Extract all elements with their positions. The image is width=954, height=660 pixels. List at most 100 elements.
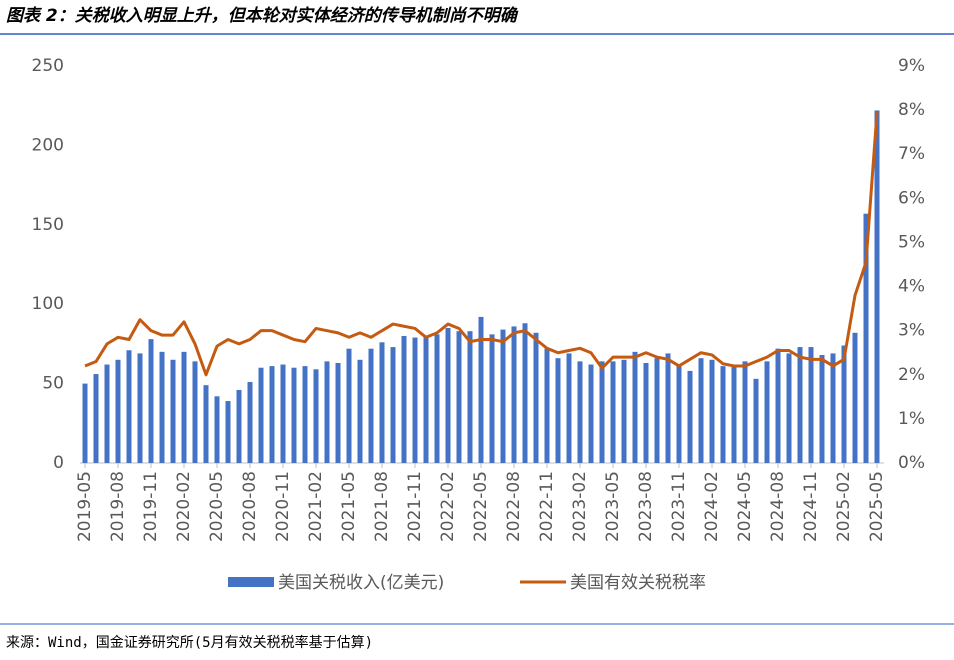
- y2-tick-label: 8%: [898, 100, 925, 120]
- bar: [676, 364, 682, 463]
- x-tick-label: 2022-11: [537, 471, 557, 542]
- bar: [291, 367, 297, 463]
- legend-label: 美国有效关税税率: [570, 573, 706, 593]
- bar: [401, 335, 407, 463]
- bar: [258, 367, 264, 463]
- bar: [786, 353, 792, 463]
- bar: [808, 347, 814, 463]
- x-tick-label: 2020-11: [273, 471, 293, 542]
- x-tick-label: 2020-02: [174, 471, 194, 542]
- x-tick-label: 2019-05: [75, 471, 95, 542]
- bar: [390, 347, 396, 463]
- bar: [830, 353, 836, 463]
- bar: [665, 353, 671, 463]
- legend-swatch: [228, 577, 274, 587]
- bar: [588, 364, 594, 463]
- y2-tick-label: 0%: [898, 453, 925, 473]
- bar: [720, 366, 726, 463]
- bar: [522, 323, 528, 463]
- bar: [170, 359, 176, 463]
- bar: [236, 389, 242, 463]
- bar: [500, 329, 506, 463]
- bar: [181, 351, 187, 463]
- x-tick-label: 2021-02: [306, 471, 326, 542]
- y2-tick-label: 4%: [898, 277, 925, 297]
- bar: [478, 316, 484, 463]
- x-tick-label: 2019-11: [141, 471, 161, 542]
- x-tick-label: 2023-08: [636, 471, 656, 542]
- y-tick-label: 150: [32, 215, 64, 235]
- bar: [423, 335, 429, 463]
- x-tick-label: 2022-08: [504, 471, 524, 542]
- bar: [555, 358, 561, 463]
- legend-label: 美国关税收入(亿美元): [278, 573, 444, 593]
- bar: [445, 328, 451, 463]
- bar: [137, 353, 143, 463]
- bar: [324, 361, 330, 463]
- bar: [874, 110, 880, 464]
- bar: [214, 396, 220, 463]
- y2-tick-label: 3%: [898, 321, 925, 341]
- bar: [225, 401, 231, 463]
- bar: [93, 374, 99, 463]
- x-tick-label: 2020-05: [207, 471, 227, 542]
- x-tick-label: 2022-05: [471, 471, 491, 542]
- x-tick-label: 2019-08: [108, 471, 128, 542]
- bar: [632, 351, 638, 463]
- bar: [819, 355, 825, 463]
- bar: [412, 337, 418, 463]
- x-tick-label: 2024-02: [702, 471, 722, 542]
- x-tick-label: 2024-08: [768, 471, 788, 542]
- bar: [643, 362, 649, 463]
- bar: [269, 366, 275, 463]
- bar: [346, 348, 352, 463]
- y-tick-label: 0: [53, 453, 64, 473]
- chart-title: 图表 2：关税收入明显上升，但本轮对实体经济的传导机制尚不明确: [6, 6, 519, 26]
- bar: [357, 359, 363, 463]
- bar: [742, 361, 748, 463]
- y2-tick-label: 1%: [898, 409, 925, 429]
- bar: [368, 348, 374, 463]
- y2-tick-label: 6%: [898, 188, 925, 208]
- bar: [489, 334, 495, 463]
- bar: [687, 370, 693, 463]
- bar: [863, 213, 869, 463]
- bar: [192, 361, 198, 463]
- bar: [379, 342, 385, 463]
- bar: [302, 366, 308, 463]
- bar: [313, 369, 319, 463]
- y-tick-label: 200: [32, 135, 64, 155]
- bar: [797, 347, 803, 463]
- bar: [148, 339, 154, 463]
- x-tick-label: 2022-02: [438, 471, 458, 542]
- bar: [126, 350, 132, 463]
- x-tick-label: 2023-11: [669, 471, 689, 542]
- x-tick-label: 2025-02: [834, 471, 854, 542]
- x-tick-label: 2021-11: [405, 471, 425, 542]
- x-tick-label: 2024-05: [735, 471, 755, 542]
- x-tick-label: 2023-02: [570, 471, 590, 542]
- bar: [115, 359, 121, 463]
- bar: [533, 332, 539, 463]
- bar: [511, 326, 517, 463]
- bar: [456, 331, 462, 463]
- bar: [159, 351, 165, 463]
- bar: [104, 364, 110, 463]
- y2-tick-label: 5%: [898, 232, 925, 252]
- bar: [335, 362, 341, 463]
- x-tick-label: 2021-05: [339, 471, 359, 542]
- bar: [577, 361, 583, 463]
- bar: [599, 361, 605, 463]
- y-tick-label: 50: [42, 374, 64, 394]
- bar: [654, 358, 660, 463]
- x-tick-label: 2021-08: [372, 471, 392, 542]
- source-note: 来源：Wind，国金证券研究所(5月有效关税税率基于估算): [6, 634, 373, 651]
- x-tick-label: 2025-05: [867, 471, 887, 542]
- bar: [852, 332, 858, 463]
- bar: [775, 348, 781, 463]
- line: [84, 112, 879, 377]
- x-tick-label: 2023-05: [603, 471, 623, 542]
- bar: [247, 382, 253, 463]
- bar: [621, 359, 627, 463]
